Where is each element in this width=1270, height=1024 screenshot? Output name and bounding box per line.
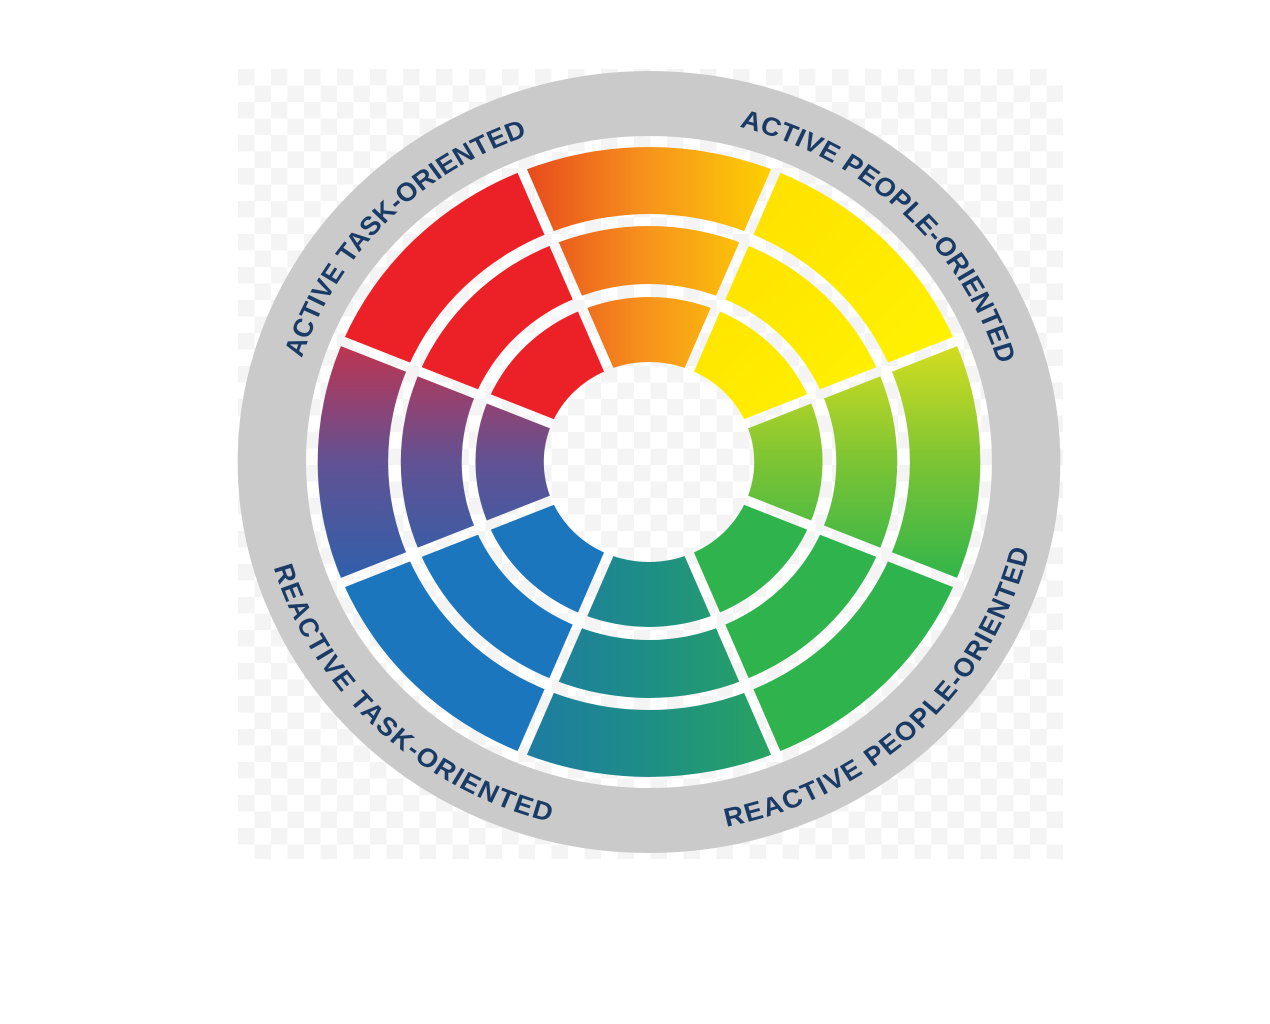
sector-bottom-ring-outer <box>522 691 776 777</box>
sector-bottom-left-ring-inner <box>488 500 609 615</box>
sector-right-ring-outer <box>890 341 981 583</box>
sector-top-left-ring-inner <box>488 309 609 424</box>
sector-right <box>746 341 981 583</box>
sector-top-right <box>689 171 956 424</box>
sector-bottom <box>522 554 776 777</box>
sector-bottom-right-ring-middle <box>720 530 879 680</box>
sector-left-ring-outer <box>317 341 408 583</box>
sector-dividers <box>335 163 963 761</box>
sector-divider <box>515 163 617 379</box>
sector-left <box>317 341 552 583</box>
sector-top-ring-outer <box>522 147 776 233</box>
sector-right-ring-middle <box>822 371 898 553</box>
outer-gray-ring <box>237 71 1061 853</box>
sector-left-ring-inner <box>475 398 552 526</box>
sector-bottom-ring-middle <box>554 626 744 698</box>
sector-top <box>522 147 776 370</box>
sector-bottom-left-ring-middle <box>419 530 578 680</box>
sector-bottom-right-ring-inner <box>689 500 810 615</box>
sector-right-ring-inner <box>746 398 823 526</box>
sector-divider <box>681 545 783 761</box>
sector-bottom-right-ring-outer <box>748 556 956 753</box>
sector-bottom-ring-inner <box>582 554 716 627</box>
sector-divider <box>737 334 963 432</box>
sector-divider <box>335 334 561 432</box>
sector-bottom-right <box>689 500 956 753</box>
sector-bottom-left <box>342 500 609 753</box>
sector-bottom-left-ring-outer <box>342 556 550 753</box>
sector-top-right-ring-outer <box>748 171 956 368</box>
sector-top-ring-inner <box>582 297 716 370</box>
sector-divider <box>681 163 783 379</box>
sector-top-right-ring-middle <box>720 244 879 394</box>
sector-left-ring-middle <box>400 371 476 553</box>
sector-divider <box>737 492 963 590</box>
sector-top-left <box>342 171 609 424</box>
sector-top-right-ring-inner <box>689 309 810 424</box>
sector-divider <box>515 545 617 761</box>
sector-top-left-ring-middle <box>419 244 578 394</box>
sector-divider <box>335 492 561 590</box>
sector-top-ring-middle <box>554 226 744 298</box>
sector-top-left-ring-outer <box>342 171 550 368</box>
